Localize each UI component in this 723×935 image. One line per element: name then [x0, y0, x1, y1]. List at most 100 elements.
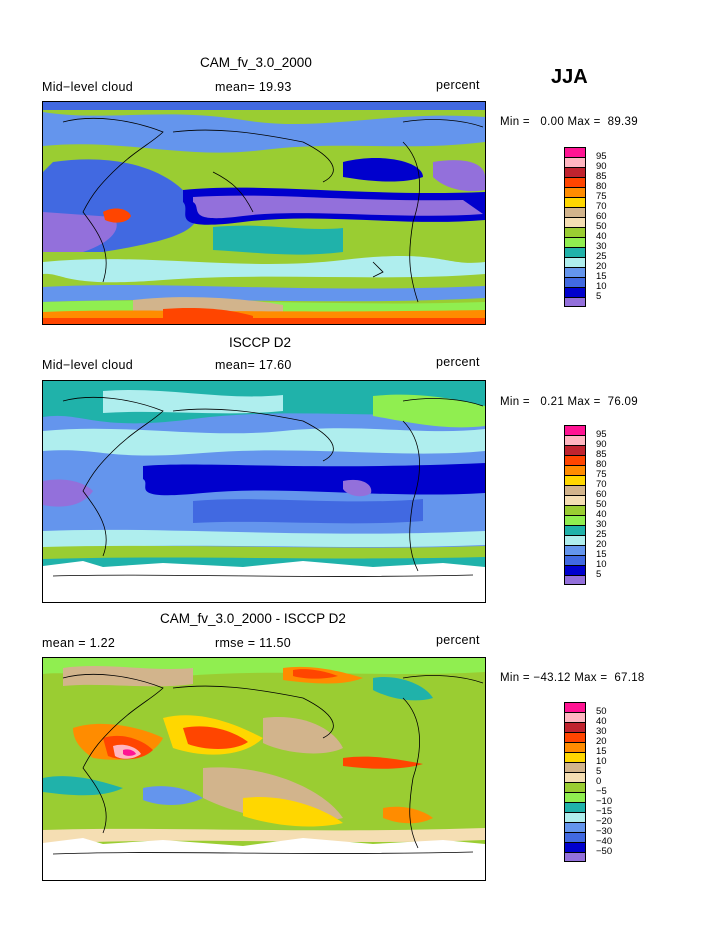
panel3-map-svg — [43, 658, 485, 880]
panel2-legend-swatch — [564, 505, 586, 515]
panel2-legend-label: 80 — [596, 459, 607, 470]
panel1-legend-label: 60 — [596, 211, 607, 222]
panel1-legend-label: 90 — [596, 161, 607, 172]
panel2-legend-label: 15 — [596, 549, 607, 560]
panel2-legend-label: 10 — [596, 559, 607, 570]
panel1-map-svg — [43, 102, 485, 324]
panel3-legend-swatch — [564, 772, 586, 782]
panel2-legend-label: 30 — [596, 519, 607, 530]
panel2-legend-swatch — [564, 565, 586, 575]
panel3-legend-label: −40 — [596, 836, 613, 847]
panel1-legend-swatch — [564, 287, 586, 297]
panel2-legend-swatch — [564, 445, 586, 455]
panel3-legend-swatch — [564, 702, 586, 712]
panel3-legend-swatch — [564, 812, 586, 822]
panel1-minmax: Min = 0.00 Max = 89.39 — [500, 116, 638, 128]
panel3-legend-label: −15 — [596, 806, 613, 817]
panel1-legend-swatch — [564, 167, 586, 177]
panel2-legend-swatch — [564, 555, 586, 565]
panel1-mean: mean= 19.93 — [215, 80, 292, 94]
panel2-legend-label: 70 — [596, 479, 607, 490]
panel2-map — [42, 380, 486, 603]
panel3-legend-label: 10 — [596, 756, 607, 767]
panel3-rmse: rmse = 11.50 — [215, 636, 291, 650]
panel2-legend-swatch — [564, 525, 586, 535]
panel3-legend-label: 0 — [596, 776, 602, 787]
panel2-legend-label: 75 — [596, 469, 607, 480]
panel1-legend-swatch — [564, 207, 586, 217]
panel3-legend-label: 5 — [596, 766, 602, 777]
panel2-units: percent — [436, 355, 480, 369]
panel1-title: CAM_fv_3.0_2000 — [200, 55, 312, 70]
panel3-legend-label: 50 — [596, 706, 607, 717]
panel3-legend-label: −50 — [596, 846, 613, 857]
panel2-legend-swatch — [564, 515, 586, 525]
panel1-legend-label: 95 — [596, 151, 607, 162]
panel2-map-svg — [43, 381, 485, 602]
panel2-field-label: Mid−level cloud — [42, 358, 134, 372]
panel2-legend-label: 90 — [596, 439, 607, 450]
panel3-legend-label: 30 — [596, 726, 607, 737]
panel1-legend-swatch — [564, 157, 586, 167]
panel2-legend-swatch — [564, 465, 586, 475]
panel1-legend-label: 40 — [596, 231, 607, 242]
panel1-legend-label: 20 — [596, 261, 607, 272]
panel2-legend-swatch — [564, 485, 586, 495]
panel1-legend-label: 10 — [596, 281, 607, 292]
panel3-legend-label: −10 — [596, 796, 613, 807]
panel3-legend-swatch — [564, 752, 586, 762]
panel3-legend-label: −30 — [596, 826, 613, 837]
panel3-legend-label: 15 — [596, 746, 607, 757]
panel3-legend-swatch — [564, 722, 586, 732]
panel3-mean: mean = 1.22 — [42, 636, 116, 650]
panel2-legend-swatch — [564, 495, 586, 505]
panel1-legend-label: 5 — [596, 291, 602, 302]
panel3-legend-swatch — [564, 802, 586, 812]
panel1-legend-swatch — [564, 237, 586, 247]
panel2-legend-swatch — [564, 575, 586, 585]
panel2-mean: mean= 17.60 — [215, 358, 292, 372]
panel3-legend-label: 20 — [596, 736, 607, 747]
panel1-legend-label: 15 — [596, 271, 607, 282]
panel1-map — [42, 101, 486, 325]
panel3-legend-swatch — [564, 822, 586, 832]
panel1-units: percent — [436, 78, 480, 92]
panel1-legend-swatch — [564, 227, 586, 237]
panel3-legend-swatch — [564, 832, 586, 842]
panel3-legend-swatch — [564, 792, 586, 802]
panel2-title: ISCCP D2 — [229, 335, 292, 350]
panel1-legend-labels: 95 90 85 80 75 70 60 50 40 30 25 20 15 10 5 — [596, 152, 607, 302]
panel2-legend-labels: 95 90 85 80 75 70 60 50 40 30 25 20 15 10 5 — [596, 430, 607, 580]
panel1-legend-swatch — [564, 147, 586, 157]
panel2-legend-label: 95 — [596, 429, 607, 440]
panel1-legend-swatch — [564, 247, 586, 257]
panel3-legend-label: 40 — [596, 716, 607, 727]
panel1-legend-label: 50 — [596, 221, 607, 232]
panel3-legend-swatch — [564, 732, 586, 742]
panel3-minmax: Min = −43.12 Max = 67.18 — [500, 672, 645, 684]
panel2-legend-swatch — [564, 425, 586, 435]
panel3-legend-swatch — [564, 762, 586, 772]
panel3-legend-swatch — [564, 842, 586, 852]
panel3-legend-swatch — [564, 712, 586, 722]
panel3-legend-labels: 50 40 30 20 15 10 5 0 −5 −10 −15 −20 −30 −40 −50 — [596, 707, 612, 857]
panel1-legend-swatch — [564, 197, 586, 207]
panel2-legend-label: 5 — [596, 569, 602, 580]
panel1-field-label: Mid−level cloud — [42, 80, 134, 94]
panel2-legend-label: 50 — [596, 499, 607, 510]
panel2-legend-swatch — [564, 435, 586, 445]
panel1-legend-swatch — [564, 177, 586, 187]
panel2-legend-swatch — [564, 455, 586, 465]
panel2-legend-label: 40 — [596, 509, 607, 520]
panel3-legend-swatch — [564, 742, 586, 752]
panel2-legend-swatch — [564, 545, 586, 555]
panel1-legend-label: 85 — [596, 171, 607, 182]
panel3-legend-label: −5 — [596, 786, 607, 797]
panel1-legend-swatch — [564, 187, 586, 197]
panel2-legend — [564, 425, 586, 585]
panel1-legend-label: 30 — [596, 241, 607, 252]
panel1-legend-label: 70 — [596, 201, 607, 212]
panel1-legend — [564, 147, 586, 307]
panel2-legend-label: 60 — [596, 489, 607, 500]
panel2-legend-swatch — [564, 535, 586, 545]
